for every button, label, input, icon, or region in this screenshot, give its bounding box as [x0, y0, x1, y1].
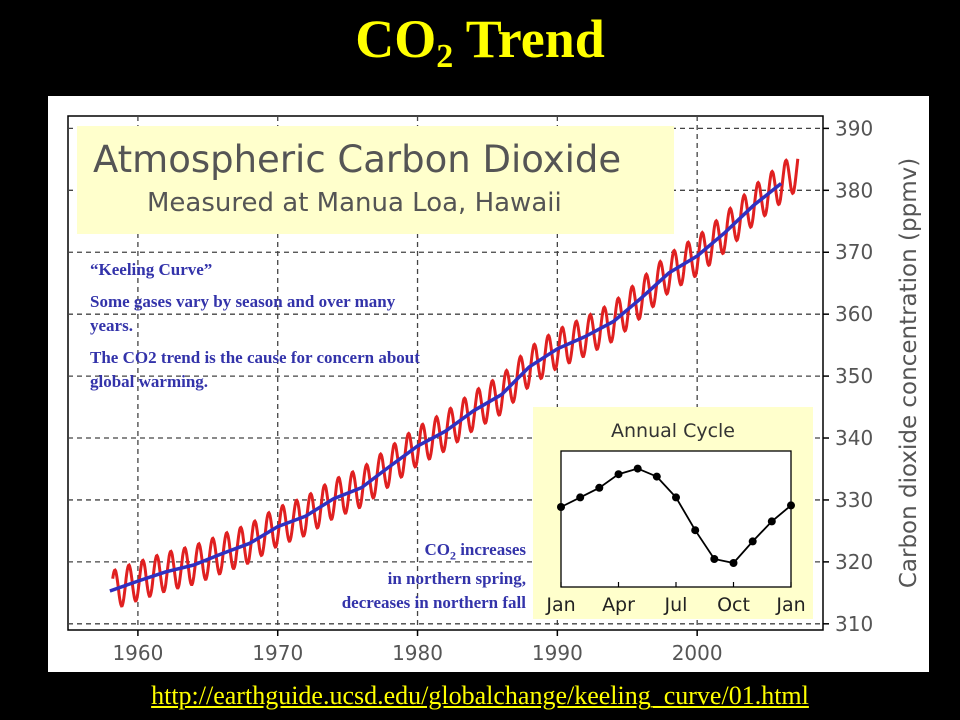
x-tick-label: 1990 [532, 641, 583, 665]
annual-cycle-point [595, 483, 604, 492]
slide-title: CO2 Trend [0, 4, 960, 75]
title-text: CO [355, 9, 437, 69]
x-tick-label: 1960 [112, 641, 163, 665]
y-axis-label: Carbon dioxide concentration (ppmv) [896, 158, 922, 588]
keeling-chart-panel: 1960 1970 1980 1990 2000 310 320 330 340 350 360 37… [48, 96, 929, 672]
chart-title-box: Atmospheric Carbon Dioxide Measured at M… [77, 126, 674, 234]
annual-cycle-point [767, 517, 776, 526]
y-tick-label: 380 [835, 178, 873, 202]
inset-frame [560, 450, 792, 588]
annual-cycle-point [691, 526, 700, 535]
y-tick-label: 310 [835, 612, 873, 636]
y-tick-label: 330 [835, 488, 873, 512]
chart-subtitle: Measured at Manua Loa, Hawaii [147, 188, 562, 218]
title-subscript: 2 [436, 38, 454, 75]
inset-x-tick-label: Oct [717, 594, 750, 616]
inset-x-tick-label: Apr [602, 594, 635, 616]
monthly-co2-series [111, 158, 800, 608]
chart-title: Atmospheric Carbon Dioxide [93, 138, 622, 181]
y-tick-label: 350 [835, 364, 873, 388]
annual-cycle-point [748, 537, 757, 546]
annual-cycle-point [557, 503, 565, 511]
inset-x-tick-label: Jan [775, 594, 805, 616]
y-tick-label: 340 [835, 426, 873, 450]
title-text-rest: Trend [453, 9, 605, 69]
inset-x-tick-label: Jul [664, 594, 688, 616]
y-tick-label: 360 [835, 302, 873, 326]
annual-cycle-point [633, 464, 642, 473]
y-tick-label: 320 [835, 550, 873, 574]
cycle-note: CO2 increases in northern spring, decrea… [238, 538, 526, 615]
annual-cycle-point [614, 470, 623, 479]
cycle-note-line-1: CO2 increases [424, 540, 526, 563]
annual-cycle-point [576, 493, 585, 502]
x-tick-label: 1970 [252, 641, 303, 665]
y-tick-label: 370 [835, 240, 873, 264]
x-tick-label: 1980 [392, 641, 443, 665]
annotation-line-2: The CO2 trend is the cause for concern a… [90, 348, 420, 391]
annual-cycle-chart: Annual Cycle Jan Apr Jul Oct Jan [533, 407, 813, 619]
annual-cycle-point [672, 493, 680, 502]
trend-co2-series [109, 182, 783, 593]
cycle-note-line-3: decreases in northern fall [341, 593, 526, 613]
cycle-note-line-2: in northern spring, [387, 569, 526, 589]
annual-cycle-point [787, 501, 795, 510]
source-url-link[interactable]: http://earthguide.ucsd.edu/globalchange/… [151, 681, 809, 710]
x-tick-label: 2000 [672, 641, 723, 665]
inset-title: Annual Cycle [611, 420, 735, 442]
keeling-annotation: “Keeling Curve” Some gases vary by seaso… [90, 258, 430, 402]
annual-cycle-point [710, 555, 719, 563]
inset-x-tick-label: Jan [545, 594, 575, 616]
annual-cycle-point [729, 559, 738, 567]
annotation-heading: “Keeling Curve” [90, 260, 213, 279]
y-tick-label: 390 [835, 116, 873, 140]
annual-cycle-point [652, 472, 661, 481]
annotation-line-1: Some gases vary by season and over many … [90, 292, 396, 335]
